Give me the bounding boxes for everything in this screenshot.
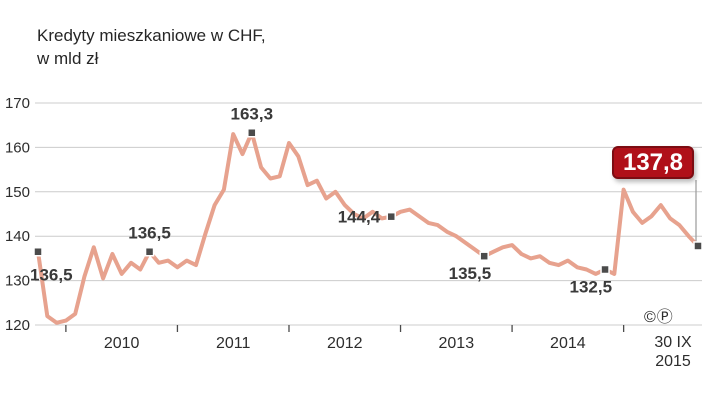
final-value-badge: 137,8: [612, 146, 694, 179]
data-point-marker: [479, 251, 489, 261]
y-axis-label: 140: [5, 228, 30, 245]
data-point-marker: [693, 241, 703, 251]
data-label: 144,4: [338, 208, 381, 227]
data-label: 132,5: [569, 278, 612, 297]
x-axis-label: 2010: [104, 335, 140, 352]
data-label: 135,5: [449, 264, 492, 283]
y-axis-label: 170: [5, 95, 30, 112]
x-axis-label: 2014: [550, 335, 586, 352]
data-label: 136,5: [30, 266, 73, 285]
chart-title-line1: Kredyty mieszkaniowe w CHF,: [37, 26, 266, 45]
copyright-mark: ©Ⓟ: [644, 309, 674, 326]
data-label: 163,3: [231, 105, 274, 124]
x-axis-label: 2013: [439, 335, 475, 352]
x-axis-label: 2012: [327, 335, 363, 352]
data-point-marker: [600, 264, 610, 275]
data-point-marker: [33, 246, 43, 257]
data-point-marker: [386, 211, 396, 222]
data-point-marker: [144, 246, 155, 257]
chart-title: Kredyty mieszkaniowe w CHF, w mld zł: [37, 24, 266, 71]
y-axis-label: 160: [5, 139, 30, 156]
y-axis-label: 120: [5, 317, 30, 334]
data-label: 136,5: [128, 224, 171, 243]
x-axis-end-label-line2: 2015: [655, 353, 691, 370]
x-axis-end-label-line1: 30 IX: [654, 334, 692, 351]
data-point-marker: [247, 127, 257, 138]
y-axis-label: 150: [5, 184, 30, 201]
x-axis-label: 2011: [216, 335, 251, 352]
chart-title-line2: w mld zł: [37, 49, 99, 69]
y-axis-label: 130: [5, 273, 30, 290]
